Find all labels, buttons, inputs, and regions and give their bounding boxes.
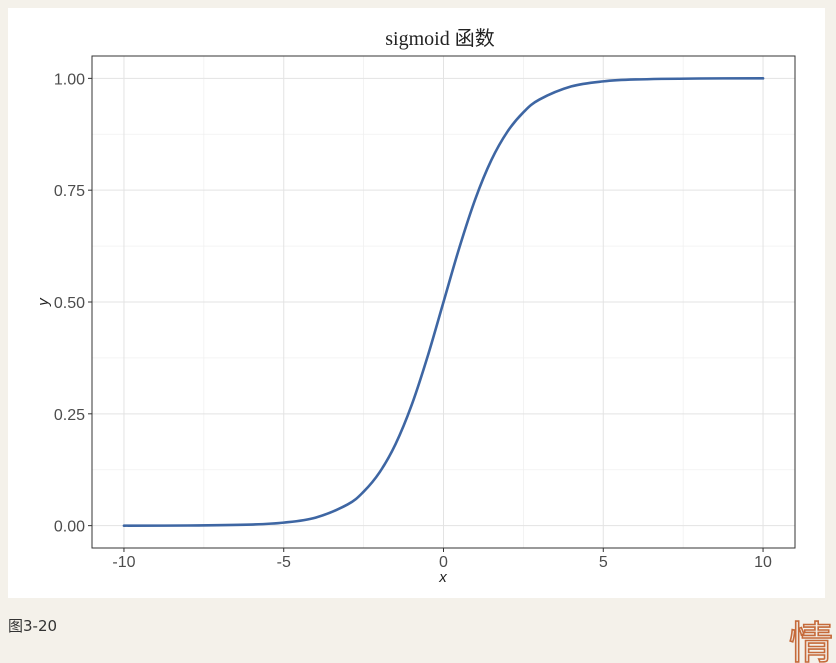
y-tick-label: 0.75 (54, 183, 85, 200)
y-tick-label: 0.00 (54, 519, 85, 536)
figure-caption: 图3-20 (8, 617, 58, 635)
tick-marks (88, 77, 764, 552)
series-layer (122, 77, 765, 527)
watermark-logo: 情 (787, 612, 836, 663)
series-line-sigmoid (122, 77, 765, 527)
grid-lines (92, 56, 795, 548)
chart-title: sigmoid 函数 (385, 27, 494, 50)
y-axis-title: y (35, 297, 52, 307)
x-tick-label: 10 (754, 554, 772, 571)
y-tick-label: 0.25 (54, 407, 85, 424)
x-tick-label: -10 (112, 554, 135, 571)
x-tick-label: -5 (277, 554, 291, 571)
watermark-text: 情 (789, 618, 833, 663)
watermark-glyph: 情 (788, 617, 834, 663)
y-tick-label: 1.00 (54, 71, 85, 88)
sigmoid-chart: sigmoid 函数 -10 -5 0 5 10 0.00 0.25 0.50 0.75 1.00… (35, 27, 796, 586)
x-axis-title: x (438, 569, 447, 586)
tick-labels: -10 -5 0 5 10 0.00 0.25 0.50 0.75 1.00 (54, 71, 772, 571)
y-tick-label: 0.50 (54, 295, 85, 312)
x-tick-label: 0 (439, 554, 448, 571)
x-tick-label: 5 (599, 554, 608, 571)
chart-panel: sigmoid 函数 -10 -5 0 5 10 0.00 0.25 0.50 0.75 1.00… (8, 8, 825, 598)
